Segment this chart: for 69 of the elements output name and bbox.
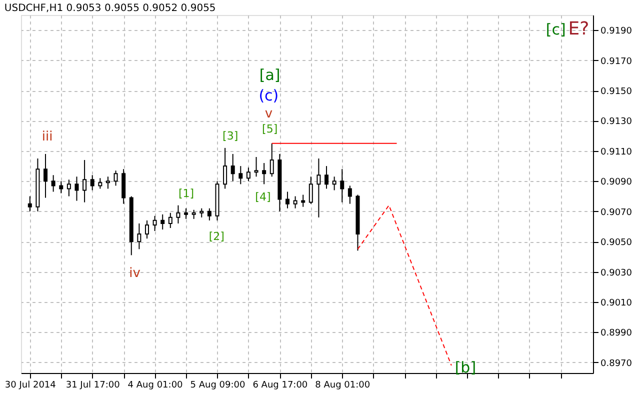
y-tick-label: 0.9050 [600,238,632,248]
candlestick [160,214,165,230]
candlestick [254,156,258,178]
candlestick [262,162,266,185]
candlestick [137,222,142,250]
candlestick [82,160,87,203]
annotation: [3] [222,130,238,143]
candlestick [74,176,79,202]
candlestick [293,196,298,209]
candlestick [192,209,196,220]
annotation: [b] [454,358,476,377]
annotation: [2] [208,230,224,243]
y-tick-label: 0.9110 [600,147,632,158]
y-tick-label: 0.9170 [600,56,632,67]
y-tick-label: 0.8990 [600,328,632,339]
candlestick [238,166,243,185]
candlestick [324,166,329,190]
candlestick [106,176,110,190]
x-tick-label: 5 Aug 09:00 [190,380,246,390]
y-tick-label: 0.9190 [600,26,632,37]
candlestick [168,212,172,228]
candlestick [152,215,157,232]
annotation: E? [568,18,590,40]
candlestick [340,168,344,203]
annotation: [5] [262,122,278,136]
y-tick-label: 0.9150 [600,87,632,98]
candlestick [66,179,71,197]
x-tick-label: 30 Jul 2014 [4,380,56,390]
candlestick [332,176,336,191]
candlestick [270,142,274,178]
candlestick [285,191,290,209]
x-tick-label: 8 Aug 01:00 [315,380,370,390]
chart-title: USDCHF,H1 0.9053 0.9055 0.9052 0.9055 [4,3,216,14]
x-tick-label: 31 Jul 17:00 [66,380,120,390]
candlestick [144,220,149,240]
y-tick-label: 0.9130 [600,117,632,128]
candlestick [223,147,228,190]
candlestick [51,174,56,192]
candlestick [348,185,352,204]
annotation: [c] [546,20,566,38]
x-tick-label: 4 Aug 01:00 [128,380,184,390]
candlestick [246,167,250,182]
y-tick-label: 0.9090 [600,178,632,188]
x-tick-label: 6 Aug 17:00 [252,380,308,390]
candlestick [308,176,313,204]
candlestick [98,178,102,190]
annotation: v [264,106,273,122]
candlestick [59,180,64,194]
annotation: [4] [255,190,271,204]
candlestick [200,208,204,218]
candlestick [28,196,32,212]
candlestick [114,170,118,186]
y-tick-label: 0.8970 [600,358,632,369]
candlestick [44,153,48,198]
candlestick [90,174,94,191]
candlestick [316,158,321,218]
annotation: [1] [178,187,194,200]
candlestick [301,194,306,208]
annotation: iv [129,266,141,281]
annotation: iii [42,130,53,145]
candlestick [230,153,235,182]
candlestick [207,208,212,221]
candlestick [184,208,188,220]
y-tick-label: 0.9070 [600,208,632,218]
candlestick [176,204,180,224]
annotation: (c) [258,86,279,105]
annotation: [a] [259,66,280,84]
y-tick-label: 0.9010 [600,298,632,309]
y-tick-label: 0.9030 [600,268,632,278]
